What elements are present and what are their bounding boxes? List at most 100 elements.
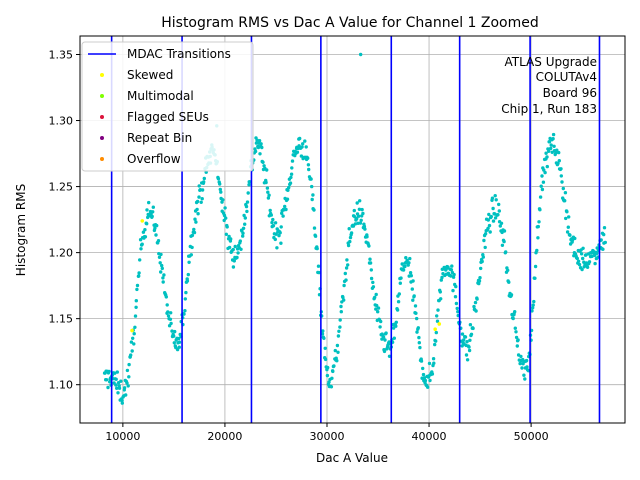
- data-point: [544, 151, 548, 155]
- data-point: [387, 354, 392, 358]
- data-point: [524, 358, 529, 363]
- data-point: [483, 245, 487, 250]
- data-point: [481, 255, 485, 259]
- data-point: [451, 288, 455, 293]
- data-point: [227, 245, 232, 250]
- data-point: [145, 208, 149, 212]
- annotation-line: Chip 1, Run 183: [501, 102, 597, 116]
- data-point: [347, 227, 351, 231]
- data-point: [456, 310, 460, 314]
- data-point: [273, 221, 278, 225]
- data-point: [520, 366, 524, 370]
- data-point: [221, 198, 225, 202]
- data-point: [241, 226, 246, 230]
- data-point: [129, 353, 133, 357]
- data-point: [315, 246, 319, 251]
- data-point: [563, 199, 567, 203]
- data-point: [482, 238, 486, 243]
- data-point: [231, 247, 235, 252]
- data-point: [194, 220, 198, 224]
- data-point: [382, 349, 387, 354]
- data-point: [468, 323, 473, 327]
- data-point: [107, 369, 111, 374]
- data-point: [549, 146, 553, 151]
- data-point: [462, 338, 466, 342]
- data-point: [509, 293, 514, 297]
- data-point: [133, 325, 137, 329]
- data-point: [245, 209, 249, 214]
- data-point: [235, 255, 239, 260]
- data-point: [134, 299, 138, 303]
- data-point: [313, 234, 318, 238]
- data-point: [245, 200, 250, 204]
- y-tick-label: 1.35: [49, 48, 74, 61]
- data-point: [368, 257, 372, 261]
- data-point: [381, 335, 386, 339]
- x-axis-ticks: 10000 20000 30000 40000 50000: [105, 423, 549, 443]
- data-point: [358, 199, 362, 203]
- data-point: [312, 226, 317, 230]
- data-point: [129, 340, 134, 344]
- data-point: [184, 290, 188, 295]
- data-point: [271, 224, 276, 228]
- data-point: [333, 348, 337, 353]
- data-point: [465, 358, 470, 362]
- data-point: [266, 196, 271, 200]
- data-point: [552, 144, 556, 148]
- data-point: [259, 142, 263, 146]
- data-point: [446, 265, 450, 269]
- data-point: [498, 224, 502, 228]
- data-point: [434, 330, 438, 335]
- data-point: [367, 244, 371, 248]
- data-point: [227, 234, 231, 239]
- data-point: [479, 266, 483, 271]
- data-point: [253, 149, 258, 154]
- data-point: [346, 243, 351, 248]
- data-point: [515, 344, 519, 348]
- data-point: [177, 340, 182, 344]
- data-point: [551, 132, 556, 137]
- data-point: [368, 261, 373, 265]
- data-point: [486, 226, 490, 230]
- data-point: [232, 259, 236, 263]
- data-point: [342, 298, 346, 302]
- data-point: [332, 364, 336, 368]
- data-point: [473, 300, 478, 305]
- data-point: [271, 217, 275, 222]
- data-point: [279, 241, 283, 245]
- data-point: [243, 222, 247, 226]
- data-point: [285, 197, 290, 201]
- data-point: [545, 155, 549, 159]
- data-point: [261, 160, 265, 164]
- data-point: [427, 361, 432, 366]
- data-point: [289, 172, 294, 176]
- outlier-point: [358, 52, 363, 57]
- data-point: [200, 197, 204, 201]
- data-point: [275, 246, 279, 250]
- data-point: [365, 235, 369, 239]
- data-point: [355, 201, 359, 205]
- data-point: [531, 306, 535, 310]
- data-point: [183, 309, 187, 313]
- data-point: [455, 306, 459, 311]
- legend-label: MDAC Transitions: [127, 47, 231, 61]
- data-point: [196, 212, 200, 216]
- data-point: [309, 177, 313, 181]
- data-point: [525, 365, 529, 369]
- data-point: [452, 272, 456, 277]
- data-point: [478, 276, 482, 280]
- data-point: [483, 232, 488, 236]
- data-point: [565, 230, 570, 234]
- data-point: [202, 180, 206, 184]
- data-point: [559, 167, 563, 171]
- data-point: [579, 252, 584, 256]
- data-point: [543, 170, 547, 175]
- data-point: [415, 316, 419, 321]
- data-point: [322, 336, 326, 340]
- data-point: [270, 220, 274, 225]
- data-point: [321, 329, 325, 333]
- data-point: [491, 206, 495, 211]
- data-point: [433, 342, 437, 347]
- data-point: [190, 245, 194, 250]
- data-point: [360, 207, 364, 212]
